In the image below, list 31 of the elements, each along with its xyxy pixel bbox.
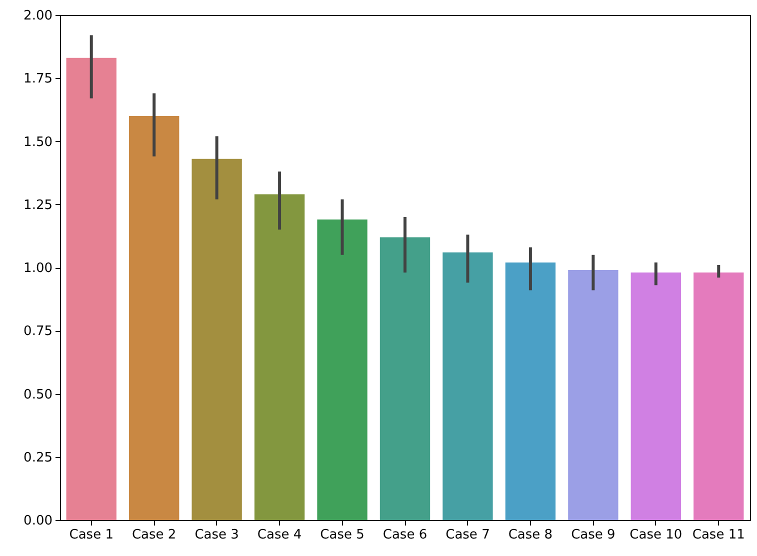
x-tick-label: Case 2 [132, 528, 176, 542]
bar [442, 252, 493, 520]
x-tick-label: Case 4 [257, 528, 302, 542]
y-tick-label: 1.25 [24, 198, 52, 213]
y-tick-label: 0.75 [24, 324, 52, 340]
bar [505, 262, 556, 520]
x-tick-label: Case 6 [382, 528, 428, 542]
y-tick-label: 0.00 [24, 514, 52, 528]
x-tick-label: Case 8 [508, 528, 553, 542]
y-tick-label: 1.50 [24, 134, 52, 150]
x-tick-label: Case 9 [571, 528, 616, 542]
bar [254, 194, 305, 520]
bar [380, 237, 430, 520]
bar [694, 272, 744, 520]
x-tick-label: Case 5 [320, 528, 364, 542]
x-tick-label: Case 1 [69, 528, 114, 542]
x-tick-label: Case 3 [194, 528, 239, 542]
bar [192, 158, 242, 520]
y-tick-label: 2.00 [24, 8, 52, 24]
y-tick-label: 0.25 [24, 450, 52, 466]
x-tick-label: Case 10 [630, 528, 682, 542]
x-tick-label: Case 7 [446, 528, 490, 542]
y-tick-label: 1.75 [24, 72, 52, 87]
bar [66, 58, 116, 520]
x-tick-label: Case 11 [692, 528, 745, 542]
y-tick-label: 0.50 [24, 387, 52, 402]
bar [630, 272, 681, 520]
y-tick-label: 1.00 [24, 261, 52, 276]
bar [317, 220, 368, 520]
bar [129, 116, 180, 520]
bar [568, 270, 618, 520]
